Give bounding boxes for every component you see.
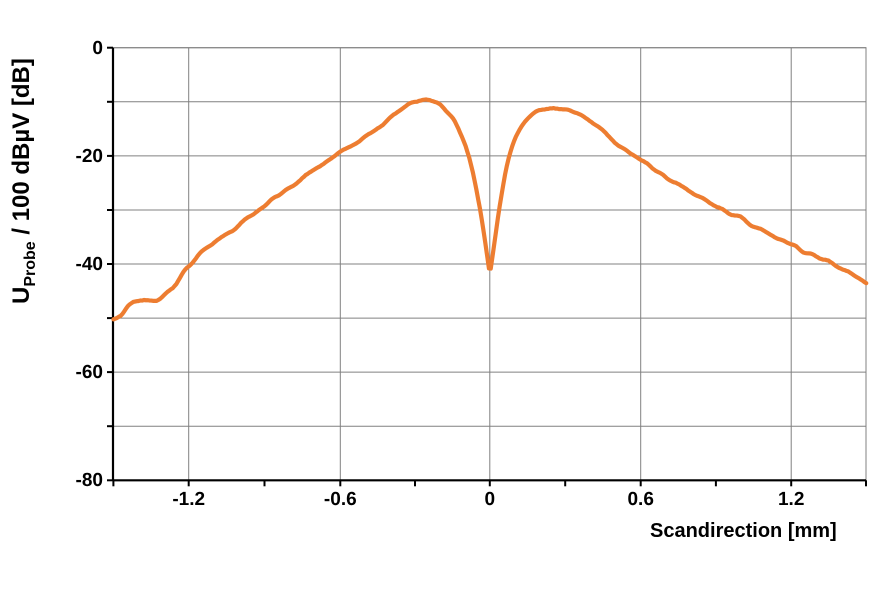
svg-text:1.2: 1.2 — [778, 489, 804, 510]
svg-text:0.6: 0.6 — [627, 489, 653, 510]
svg-text:-1.2: -1.2 — [172, 489, 205, 510]
svg-text:-20: -20 — [76, 146, 103, 167]
svg-text:-40: -40 — [76, 254, 103, 275]
svg-text:-60: -60 — [76, 362, 103, 383]
svg-text:0: 0 — [485, 489, 496, 510]
svg-text:0: 0 — [92, 38, 103, 59]
svg-text:-80: -80 — [76, 470, 103, 491]
svg-text:-0.6: -0.6 — [324, 489, 357, 510]
